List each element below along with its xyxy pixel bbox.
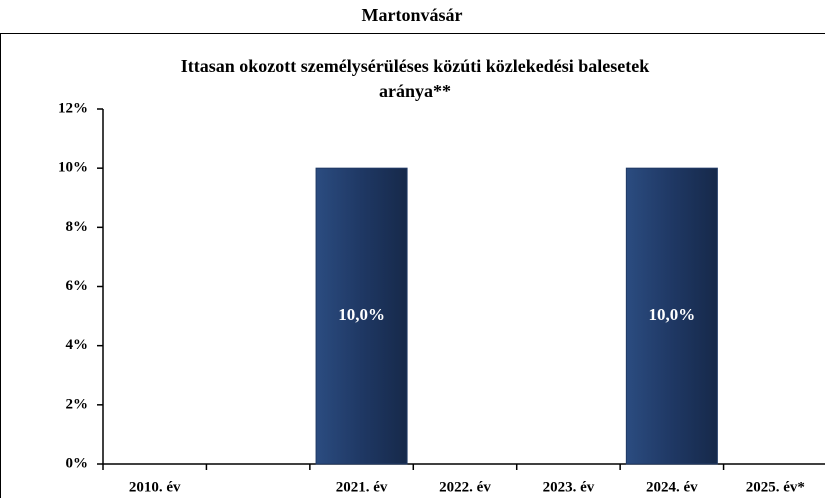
bar-label: 10,0%: [648, 305, 695, 324]
x-tick-label: 2022. év: [439, 479, 491, 495]
bar-label: 10,0%: [338, 305, 385, 324]
y-tick-label: 10%: [58, 160, 88, 176]
chart-subtitle: Ittasan okozott személysérüléses közúti …: [181, 56, 649, 76]
y-tick-label: 4%: [66, 337, 89, 353]
bar: [625, 167, 718, 465]
x-tick-label: 2023. év: [543, 479, 595, 495]
bar: [315, 167, 408, 465]
y-tick-label: 6%: [66, 278, 89, 294]
x-tick-label: 2010. év: [129, 479, 181, 495]
y-tick-label: 2%: [66, 396, 89, 412]
x-tick-label: 2024. év: [646, 479, 698, 495]
chart-title: Martonvásár: [362, 5, 463, 25]
y-tick-label: 12%: [58, 100, 88, 116]
chart-border: [0, 33, 825, 498]
x-tick-label: 2025. év*: [746, 479, 805, 495]
y-tick-label: 0%: [66, 455, 89, 471]
chart-subtitle: aránya**: [379, 81, 451, 101]
x-tick-label: 2021. év: [336, 479, 388, 495]
y-tick-label: 8%: [66, 219, 89, 235]
